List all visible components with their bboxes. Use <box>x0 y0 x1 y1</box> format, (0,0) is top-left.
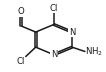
Text: Cl: Cl <box>50 4 58 13</box>
Text: N: N <box>69 28 75 37</box>
Text: O: O <box>18 7 24 16</box>
Text: NH$_2$: NH$_2$ <box>85 45 103 58</box>
Text: N: N <box>51 50 57 59</box>
Text: Cl: Cl <box>17 57 25 66</box>
